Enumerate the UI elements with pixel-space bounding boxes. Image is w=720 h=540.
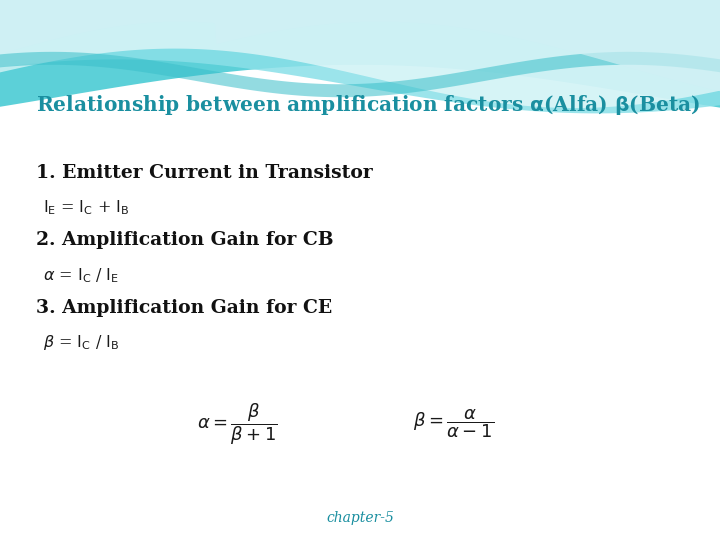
Text: Relationship between amplification factors $\mathbf{\alpha}$(Alfa) $\mathbf{\bet: Relationship between amplification facto…: [36, 93, 700, 117]
Polygon shape: [0, 52, 720, 97]
Polygon shape: [0, 0, 720, 113]
Polygon shape: [0, 0, 720, 107]
Polygon shape: [0, 0, 720, 91]
Text: $\mathrm{I}_{\mathrm{E}}$ = $\mathrm{I}_{\mathrm{C}}$ + $\mathrm{I}_{\mathrm{B}}: $\mathrm{I}_{\mathrm{E}}$ = $\mathrm{I}_…: [43, 199, 130, 217]
Text: 3. Amplification Gain for CE: 3. Amplification Gain for CE: [36, 299, 332, 317]
Text: $\beta$ = $\mathrm{I}_{\mathrm{C}}$ / $\mathrm{I}_{\mathrm{B}}$: $\beta$ = $\mathrm{I}_{\mathrm{C}}$ / $\…: [43, 333, 120, 353]
Text: $\alpha = \dfrac{\beta}{\beta + 1}$: $\alpha = \dfrac{\beta}{\beta + 1}$: [197, 401, 278, 447]
Text: $\alpha$ = $\mathrm{I}_{\mathrm{C}}$ / $\mathrm{I}_{\mathrm{E}}$: $\alpha$ = $\mathrm{I}_{\mathrm{C}}$ / $…: [43, 266, 120, 285]
Text: 1. Emitter Current in Transistor: 1. Emitter Current in Transistor: [36, 164, 373, 182]
Polygon shape: [0, 0, 720, 108]
Text: $\beta = \dfrac{\alpha}{\alpha - 1}$: $\beta = \dfrac{\alpha}{\alpha - 1}$: [413, 408, 494, 440]
Text: 2. Amplification Gain for CB: 2. Amplification Gain for CB: [36, 231, 333, 249]
Text: chapter-5: chapter-5: [326, 511, 394, 525]
